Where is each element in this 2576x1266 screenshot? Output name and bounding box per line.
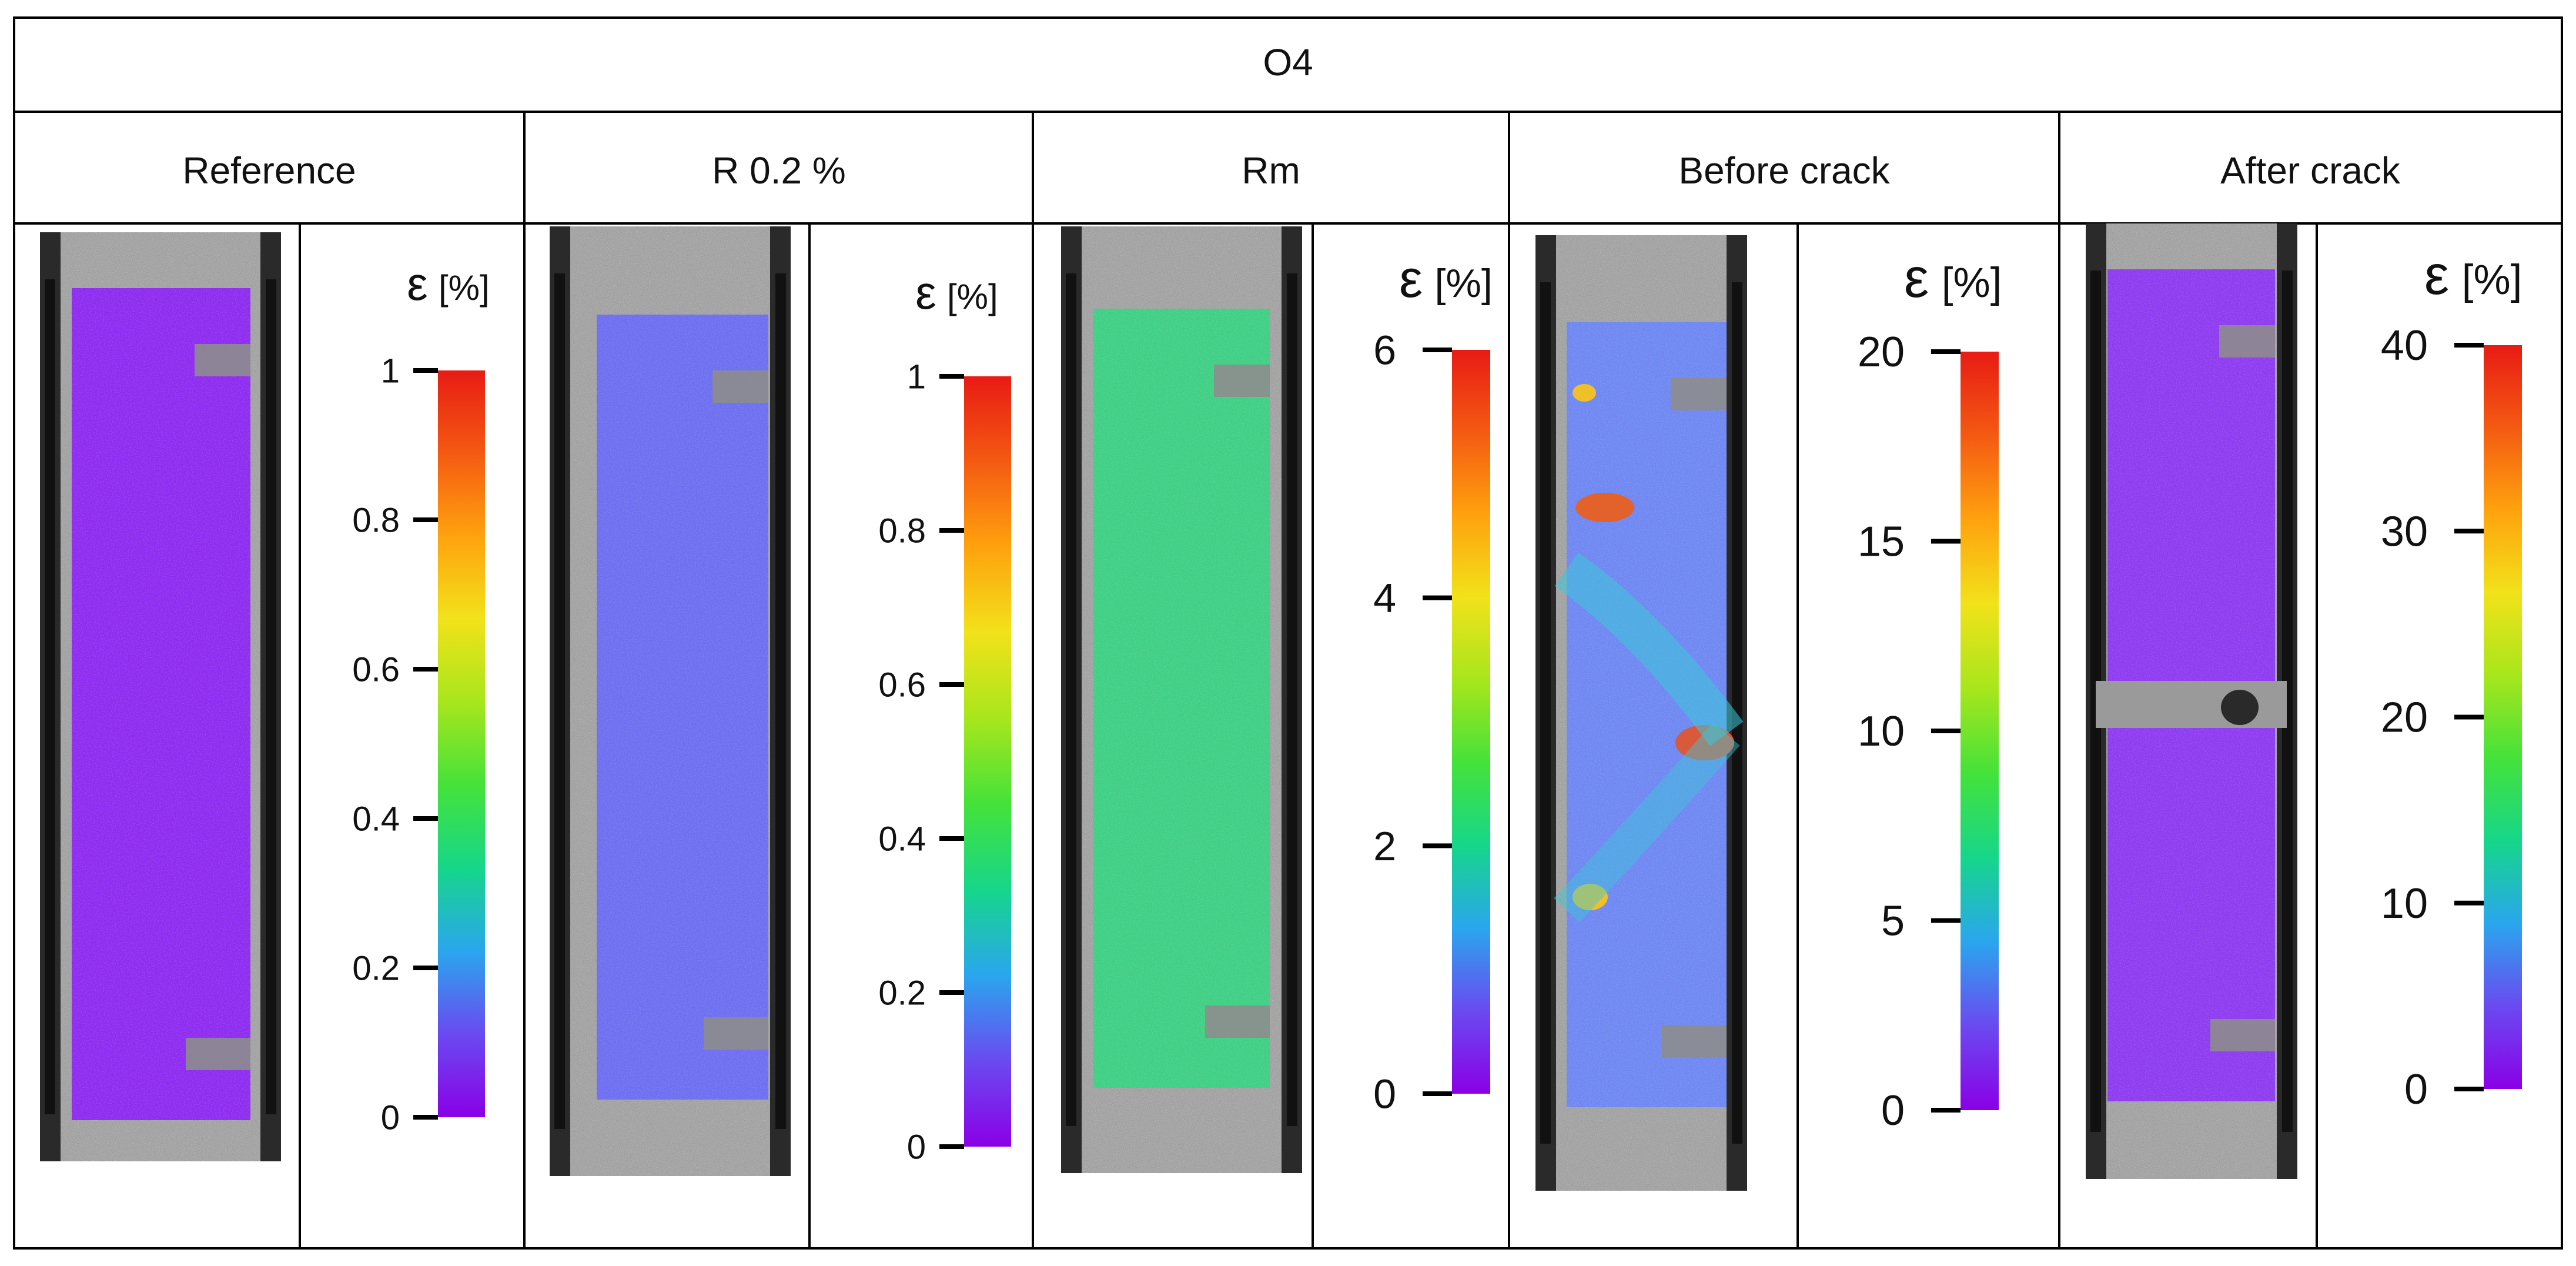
colorbar-tick-label: 0.4 [878, 820, 926, 858]
colorbar-tick-label: 0 [907, 1128, 926, 1166]
panel-r02: R 0.2 % ε [%] 0 0.2 0.4 0.6 0.8 1 [550, 149, 1011, 1176]
colorbar-tick-label: 0.4 [352, 800, 400, 838]
specimen-image-before [1535, 235, 1747, 1191]
strain-field-before [1554, 322, 1744, 1107]
specimen-image-r02 [550, 226, 791, 1176]
colorbar-tick-label: 0.2 [352, 949, 400, 987]
table-title: O4 [1263, 41, 1313, 83]
colorbar-tick-label: 20 [1858, 329, 1905, 376]
colorbar-symbol: ε [2424, 244, 2449, 306]
panel-reference: Reference ε [%] 0 0.2 0.4 0.6 0.8 1 [40, 149, 490, 1161]
strain-field-after [2096, 269, 2287, 1101]
panels: Reference ε [%] 0 0.2 0.4 0.6 0.8 1 R 0.2 % ε [%] 0 0… [40, 149, 2522, 1191]
colorbar-tick-label: 15 [1858, 519, 1905, 566]
colorbar-tick-label: 5 [1881, 898, 1905, 945]
strain-hotspots [1554, 384, 1744, 923]
colorbar-tick-label: 1 [907, 358, 926, 396]
strain-field-rm [1093, 309, 1270, 1088]
colorbar-tick-label: 0 [1881, 1087, 1905, 1134]
colorbar-tick-label: 0.2 [878, 974, 926, 1012]
colorbar-tick-label: 10 [1858, 708, 1905, 755]
panel-before: Before crack ε [%] 0 5 10 15 20 [1535, 149, 2002, 1191]
panel-label-before: Before crack [1678, 149, 1890, 192]
colorbar-tick-label: 0.8 [878, 512, 926, 550]
colorbar-tick-label: 0.6 [352, 650, 400, 689]
colorbar-tick-label: 0.6 [878, 666, 926, 704]
strain-field-r02 [597, 315, 768, 1100]
colorbar-unit: [%] [439, 268, 490, 308]
colorbar-tick-label: 0 [1373, 1071, 1396, 1117]
colorbar-tick-label: 20 [2381, 694, 2428, 741]
colorbar-tick-label: 0.8 [352, 501, 400, 539]
colorbar-tick-label: 6 [1373, 328, 1396, 373]
colorbar-rm: ε [%] 0 2 4 6 [1373, 250, 1493, 1117]
panel-label-rm: Rm [1242, 149, 1300, 192]
colorbar-before: ε [%] 0 5 10 15 20 [1858, 247, 2002, 1134]
colorbar-symbol: ε [915, 266, 936, 319]
colorbar-tick-label: 4 [1373, 575, 1396, 621]
colorbar-unit: [%] [1435, 261, 1493, 306]
colorbar-tick-label: 40 [2381, 322, 2428, 369]
panel-rm: Rm ε [%] 0 2 4 6 [1061, 149, 1493, 1173]
colorbar-symbol: ε [1904, 247, 1929, 309]
colorbar-tick-label: 1 [381, 352, 400, 390]
specimen-image-after [2086, 223, 2297, 1179]
colorbar-reference: ε [%] 0 0.2 0.4 0.6 0.8 1 [352, 258, 489, 1137]
panel-label-r02: R 0.2 % [712, 149, 846, 192]
colorbar-tick-label: 0 [2404, 1066, 2428, 1113]
panel-label-reference: Reference [182, 149, 356, 192]
specimen-image-rm [1061, 226, 1302, 1173]
colorbar-unit: [%] [1942, 260, 2002, 306]
colorbar-unit: [%] [947, 277, 998, 316]
colorbar-symbol: ε [407, 258, 428, 310]
colorbar-unit: [%] [2462, 257, 2523, 303]
colorbar-tick-label: 30 [2381, 508, 2428, 555]
colorbar-tick-label: 2 [1373, 823, 1396, 869]
panel-label-after: After crack [2220, 149, 2401, 192]
colorbar-r02: ε [%] 0 0.2 0.4 0.6 0.8 1 [878, 266, 1011, 1166]
colorbar-tick-label: 10 [2381, 880, 2428, 927]
crack-region [2096, 681, 2287, 728]
strain-field-reference [72, 288, 250, 1120]
colorbar-symbol: ε [1399, 250, 1423, 309]
specimen-image-reference [40, 232, 281, 1161]
colorbar-tick-label: 0 [381, 1098, 400, 1137]
colorbar-after: ε [%] 0 10 20 30 40 [2381, 244, 2522, 1113]
panel-after: After crack ε [%] 0 10 20 30 40 [2086, 149, 2522, 1179]
